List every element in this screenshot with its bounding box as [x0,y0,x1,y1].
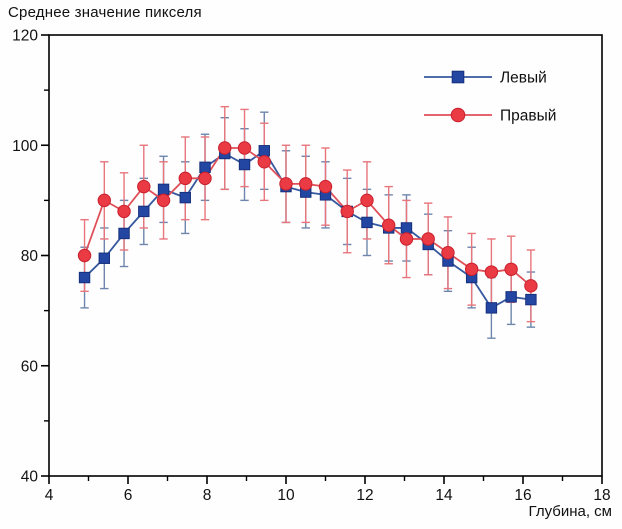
marker-circle [97,193,112,208]
marker-square [199,161,211,174]
marker-circle [382,218,396,232]
marker-circle [137,179,151,194]
marker-circle [77,248,92,263]
marker-square [361,216,373,229]
marker-square [179,191,191,204]
marker-square [138,205,150,218]
marker-square [157,183,170,196]
marker-circle [178,171,192,186]
legend-marker-circle [450,107,466,123]
x-tick-label: 10 [277,487,295,504]
marker-circle [504,262,518,276]
y-tick-label: 100 [12,138,38,155]
marker-circle [279,177,293,191]
marker-circle [218,141,232,155]
y-tick-label: 120 [12,28,38,45]
series-line-right [83,147,532,287]
x-tick-label: 16 [514,487,531,504]
y-tick-label: 80 [21,248,39,265]
x-tick-label: 14 [435,487,453,504]
x-tick-label: 8 [203,487,212,504]
marker-circle [257,155,271,169]
x-axis-label: Глубина, см [528,503,612,520]
y-axis: 40 60 80 100 120 [12,28,49,486]
marker-square [238,158,251,171]
marker-square [118,227,130,240]
marker-circle [464,262,479,276]
plot-frame [48,34,603,477]
marker-square [525,293,537,306]
marker-circle [421,232,435,246]
marker-circle [156,193,171,208]
legend: Левый Правый [424,70,556,125]
marker-circle [299,177,313,191]
marker-square [400,222,413,234]
marker-circle [484,265,499,279]
y-tick-label: 40 [21,469,39,486]
marker-circle [340,204,354,219]
marker-circle [237,141,252,155]
marker-circle [198,171,212,186]
marker-square [505,291,517,303]
marker-square [98,252,110,264]
legend-item-right: Правый [424,108,556,125]
marker-square [78,271,91,284]
chart-title: Среднее значение пикселя [8,4,202,21]
marker-circle [441,246,455,260]
legend-label: Левый [500,70,547,87]
marker-square [258,145,270,157]
errorbars-left [80,111,536,339]
x-tick-label: 4 [45,487,54,504]
y-tick-label: 60 [21,358,39,375]
marker-circle [524,279,538,293]
x-tick-label: 12 [356,487,373,504]
marker-circle [117,204,131,219]
x-tick-label: 18 [593,487,610,504]
legend-label: Правый [500,108,556,125]
legend-item-left: Левый [424,70,547,87]
marker-circle [399,232,414,246]
marker-square [485,302,498,314]
marker-circle [360,193,374,208]
legend-marker-square [451,70,465,84]
series-markers-right [77,141,538,293]
series-markers-left [78,145,537,314]
marker-circle [318,179,333,194]
series-line-left [83,149,532,310]
x-axis: 4 6 8 10 12 14 16 18 [45,476,611,504]
x-tick-label: 6 [124,487,133,504]
